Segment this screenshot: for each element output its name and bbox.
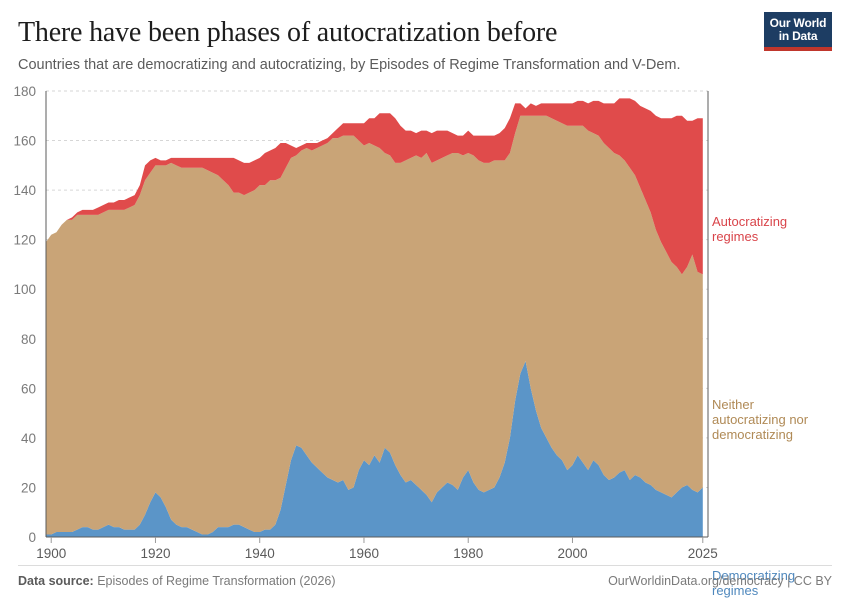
area-series-layer (46, 98, 703, 537)
plot-area: 0 20 40 60 80 100 120 140 160 180 1900 1920 1940 196… (0, 78, 850, 598)
svg-text:1940: 1940 (245, 546, 275, 558)
chart-subtitle: Countries that are democratizing and aut… (18, 57, 681, 73)
svg-text:1980: 1980 (453, 546, 483, 558)
y-tick-0: 0 (28, 530, 36, 545)
y-tick-60: 60 (21, 381, 36, 396)
legend-label-autocratizing[interactable]: Autocratizing regimes (712, 214, 788, 244)
data-source-value: Episodes of Regime Transformation (2026) (97, 574, 336, 588)
svg-text:60: 60 (21, 381, 36, 396)
x-tick-1920: 1920 (140, 546, 170, 558)
svg-text:100: 100 (13, 282, 36, 297)
svg-text:20: 20 (21, 480, 36, 495)
chart-header: There have been phases of autocratizatio… (18, 10, 832, 75)
page-title: There have been phases of autocratizatio… (18, 17, 558, 48)
y-tick-140: 140 (13, 183, 36, 198)
data-source: Data source: Episodes of Regime Transfor… (18, 574, 336, 588)
svg-text:120: 120 (13, 233, 36, 248)
svg-text:2025: 2025 (688, 546, 718, 558)
svg-text:80: 80 (21, 332, 36, 347)
x-tick-1900: 1900 (36, 546, 66, 558)
y-tick-80: 80 (21, 332, 36, 347)
svg-text:160: 160 (13, 134, 36, 149)
y-tick-160: 160 (13, 134, 36, 149)
y-tick-40: 40 (21, 431, 36, 446)
x-tick-2000: 2000 (557, 546, 587, 558)
x-tick-2025: 2025 (688, 546, 718, 558)
owid-logo[interactable]: Our World in Data (764, 12, 832, 51)
y-tick-180: 180 (13, 84, 36, 99)
area-neither-autocratizing-nor-democratizing[interactable] (46, 115, 703, 535)
y-tick-20: 20 (21, 480, 36, 495)
legend-label-democratizing[interactable]: Democratizing regimes (712, 568, 796, 598)
svg-text:1900: 1900 (36, 546, 66, 558)
svg-text:2000: 2000 (557, 546, 587, 558)
attribution-link[interactable]: OurWorldinData.org/democracy | CC BY (608, 574, 832, 588)
owid-logo-line2: in Data (778, 29, 818, 43)
svg-text:1920: 1920 (140, 546, 170, 558)
data-source-label: Data source: (18, 574, 94, 588)
y-tick-100: 100 (13, 282, 36, 297)
y-axis-tick-labels: 0 20 40 60 80 100 120 140 160 180 (13, 84, 36, 545)
chart-footer: Data source: Episodes of Regime Transfor… (18, 565, 832, 588)
legend-label-neither[interactable]: Neither autocratizing nor democratizing (712, 397, 809, 442)
stacked-area-chart[interactable]: 0 20 40 60 80 100 120 140 160 180 1900 1920 1940 196… (0, 78, 850, 558)
svg-text:0: 0 (28, 530, 36, 545)
area-autocratizing-regimes[interactable] (46, 98, 703, 275)
x-axis-tick-labels: 1900 1920 1940 1960 1980 2000 2025 (36, 546, 718, 558)
svg-text:180: 180 (13, 84, 36, 99)
x-tick-1980: 1980 (453, 546, 483, 558)
area-democratizing-regimes[interactable] (46, 361, 703, 537)
axes (45, 91, 709, 543)
x-tick-1960: 1960 (349, 546, 379, 558)
y-tick-120: 120 (13, 233, 36, 248)
owid-logo-line1: Our World (769, 16, 827, 30)
svg-text:1960: 1960 (349, 546, 379, 558)
x-tick-1940: 1940 (245, 546, 275, 558)
svg-text:140: 140 (13, 183, 36, 198)
svg-text:40: 40 (21, 431, 36, 446)
